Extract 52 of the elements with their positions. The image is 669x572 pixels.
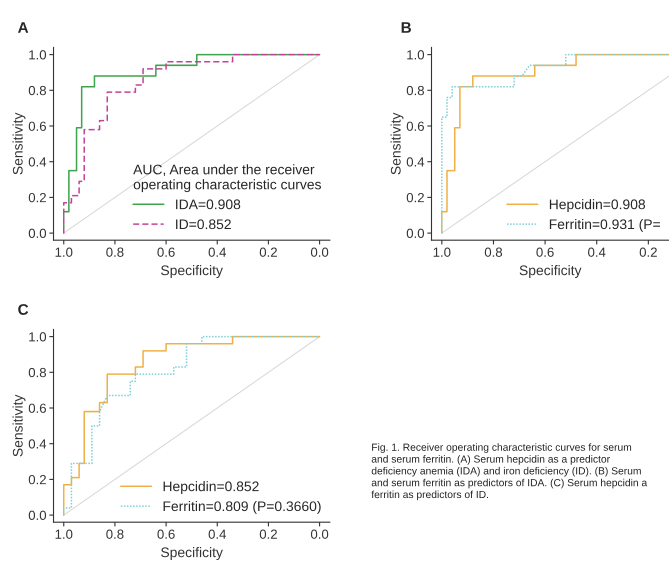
x-axis-title: Specificity xyxy=(161,547,223,560)
y-tick-label: 0.2 xyxy=(28,192,46,202)
caption: Fig. 1. Receiver operating characteristic curves for serum and serum ferritin. (A) Serum hepcidin as a predictor deficiency anemia (IDA) and iron deficiency (ID). (B) Serum and serum ferritin as predictors of IDA. (C) Serum hepcidin a ferritin as predictors of ID. xyxy=(371,443,648,500)
x-tick-label: 0.8 xyxy=(484,248,502,257)
x-axis-title: Specificity xyxy=(161,265,223,278)
chart-title: A xyxy=(18,22,28,33)
y-tick-label: 0.8 xyxy=(28,368,46,378)
y-tick-label: 0.8 xyxy=(28,86,46,96)
y-tick-label: 0.6 xyxy=(406,122,424,131)
x-tick-label: 0.0 xyxy=(310,248,328,257)
y-axis-title: Sensitivity xyxy=(12,394,26,456)
y-tick-label: 0.0 xyxy=(28,228,46,238)
legend-label: ID=0.852 xyxy=(176,219,231,230)
legend-label: Ferritin=0.931 (P= xyxy=(550,218,660,232)
legend-label: IDA=0.908 xyxy=(176,199,240,210)
x-axis-title: Specificity xyxy=(520,265,582,278)
chart-title: B xyxy=(402,22,411,33)
x-tick-label: 1.0 xyxy=(56,530,72,539)
x-tick-label: 0.6 xyxy=(157,248,175,257)
x-tick-label: 0.8 xyxy=(106,248,124,257)
y-tick-label: 1.0 xyxy=(29,50,46,60)
chart-title: C xyxy=(18,304,28,315)
y-tick-label: 0.4 xyxy=(28,157,46,167)
x-tick-label: 0.4 xyxy=(208,248,226,257)
y-tick-label: 0.6 xyxy=(28,122,46,131)
x-tick-label: 0.2 xyxy=(260,530,277,539)
x-tick-label: 1.0 xyxy=(434,248,450,257)
y-tick-label: 0.0 xyxy=(406,228,424,238)
y-axis-title: Sensitivity xyxy=(390,112,404,174)
x-tick-label: 0.4 xyxy=(588,248,606,257)
y-tick-label: 1.0 xyxy=(407,50,424,60)
y-tick-label: 1.0 xyxy=(29,332,46,342)
x-tick-label: 0.2 xyxy=(640,248,657,257)
legend-label: Hepcidin=0.908 xyxy=(550,199,646,212)
y-tick-label: 0.0 xyxy=(28,510,46,520)
y-tick-label: 0.8 xyxy=(406,86,424,96)
y-tick-label: 0.4 xyxy=(406,157,424,167)
x-tick-label: 0.6 xyxy=(536,248,554,257)
y-tick-label: 0.2 xyxy=(28,474,46,484)
y-tick-label: 0.6 xyxy=(28,404,46,413)
y-tick-label: 0.4 xyxy=(28,439,46,449)
x-tick-label: 0.0 xyxy=(310,530,328,539)
x-tick-label: 1.0 xyxy=(56,248,72,257)
legend-title: AUC, Area under the receiver operating characteristic curves xyxy=(133,164,321,192)
x-tick-label: 0.6 xyxy=(157,530,175,539)
legend-label: Hepcidin=0.852 xyxy=(164,481,259,494)
y-tick-label: 0.2 xyxy=(406,192,424,202)
x-tick-label: 0.4 xyxy=(208,530,226,539)
y-axis-title: Sensitivity xyxy=(12,112,26,174)
legend-label: Ferritin=0.809 (P=0.3660) xyxy=(164,500,321,514)
x-tick-label: 0.2 xyxy=(260,248,277,257)
x-tick-label: 0.8 xyxy=(106,530,124,539)
